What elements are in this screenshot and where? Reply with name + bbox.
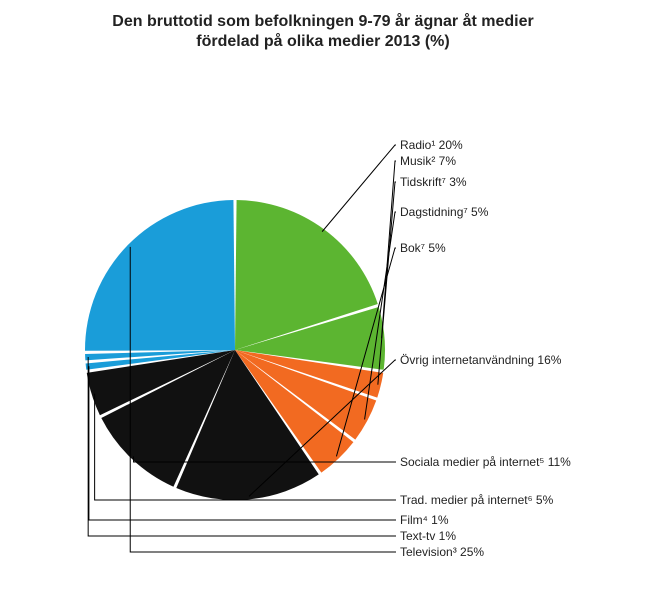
pie-chart: Radio¹ 20% Musik² 7% Tidskrift⁷ 3% Dagstidn… [0,0,646,595]
slice-label: Tidskrift⁷ 3% [400,175,467,189]
slice-label: Television³ 25% [400,545,484,559]
chart-title: Den bruttotid som befolkningen 9-79 år ä… [0,12,646,52]
pie-slice [85,200,235,351]
slice-label: Bok⁷ 5% [400,241,446,255]
slice-label: Dagstidning⁷ 5% [400,205,489,219]
slice-label: Övrig internetanvändning 16% [400,353,562,367]
leader-line [378,182,396,385]
slice-label: Musik² 7% [400,154,456,168]
title-line-1: Den bruttotid som befolkningen 9-79 år ä… [112,13,533,30]
slice-label: Film⁴ 1% [400,513,449,527]
slice-label: Radio¹ 20% [400,138,463,152]
chart-container: Den bruttotid som befolkningen 9-79 år ä… [0,0,646,595]
slice-label: Text-tv 1% [400,529,456,543]
title-line-2: fördelad på olika medier 2013 (%) [196,33,449,50]
leader-line [322,145,396,232]
slice-label: Sociala medier på internet⁵ 11% [400,455,571,469]
slice-label: Trad. medier på internet⁶ 5% [400,493,554,507]
